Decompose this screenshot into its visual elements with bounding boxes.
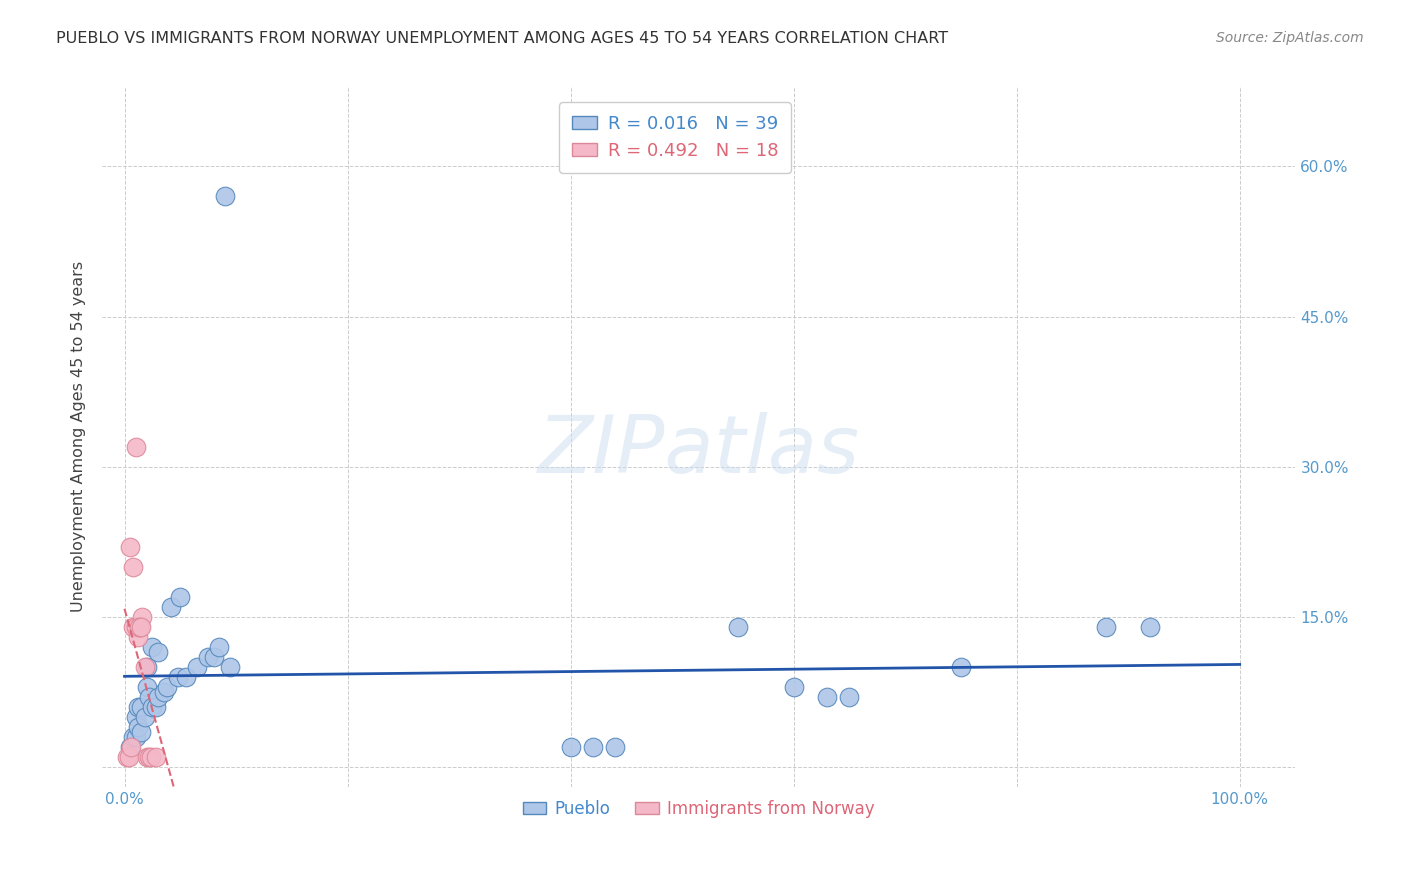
Point [727, 620, 749, 634]
Point [146, 645, 169, 659]
Point [1139, 620, 1161, 634]
Point [141, 640, 163, 654]
Text: PUEBLO VS IMMIGRANTS FROM NORWAY UNEMPLOYMENT AMONG AGES 45 TO 54 YEARS CORRELAT: PUEBLO VS IMMIGRANTS FROM NORWAY UNEMPLO… [56, 31, 949, 46]
Point [146, 690, 169, 704]
Point [135, 750, 157, 764]
Point [156, 680, 179, 694]
Point [127, 700, 149, 714]
Point [124, 620, 146, 634]
Point [1095, 620, 1118, 634]
Point [135, 660, 157, 674]
Point [152, 685, 174, 699]
Point [118, 750, 141, 764]
Point [135, 680, 157, 694]
Point [145, 750, 167, 764]
Point [160, 599, 183, 614]
Point [174, 670, 197, 684]
Point [219, 660, 242, 674]
Point [560, 740, 582, 755]
Point [838, 690, 860, 704]
Point [127, 630, 149, 644]
Point [120, 740, 142, 755]
Point [120, 740, 142, 755]
Point [122, 620, 145, 634]
Point [141, 750, 163, 764]
Point [129, 725, 152, 739]
Point [208, 640, 231, 654]
Point [129, 700, 152, 714]
Point [202, 650, 225, 665]
Y-axis label: Unemployment Among Ages 45 to 54 years: Unemployment Among Ages 45 to 54 years [72, 261, 86, 612]
Point [214, 189, 236, 203]
Point [131, 610, 153, 624]
Point [127, 720, 149, 734]
Point [138, 750, 160, 764]
Point [129, 620, 152, 634]
Point [134, 710, 156, 724]
Point [115, 750, 138, 764]
Point [197, 650, 219, 665]
Point [128, 620, 150, 634]
Point [141, 700, 163, 714]
Point [145, 700, 167, 714]
Text: Source: ZipAtlas.com: Source: ZipAtlas.com [1216, 31, 1364, 45]
Point [122, 560, 145, 574]
Point [129, 620, 152, 634]
Point [124, 730, 146, 744]
Text: ZIPatlas: ZIPatlas [537, 412, 860, 490]
Point [949, 660, 972, 674]
Point [167, 670, 190, 684]
Point [124, 440, 146, 454]
Point [120, 540, 142, 554]
Point [124, 710, 146, 724]
Point [605, 740, 627, 755]
Legend: Pueblo, Immigrants from Norway: Pueblo, Immigrants from Norway [516, 793, 882, 824]
Point [122, 730, 145, 744]
Point [186, 660, 208, 674]
Point [138, 690, 160, 704]
Point [582, 740, 605, 755]
Point [815, 690, 838, 704]
Point [134, 660, 156, 674]
Point [169, 590, 191, 604]
Point [782, 680, 804, 694]
